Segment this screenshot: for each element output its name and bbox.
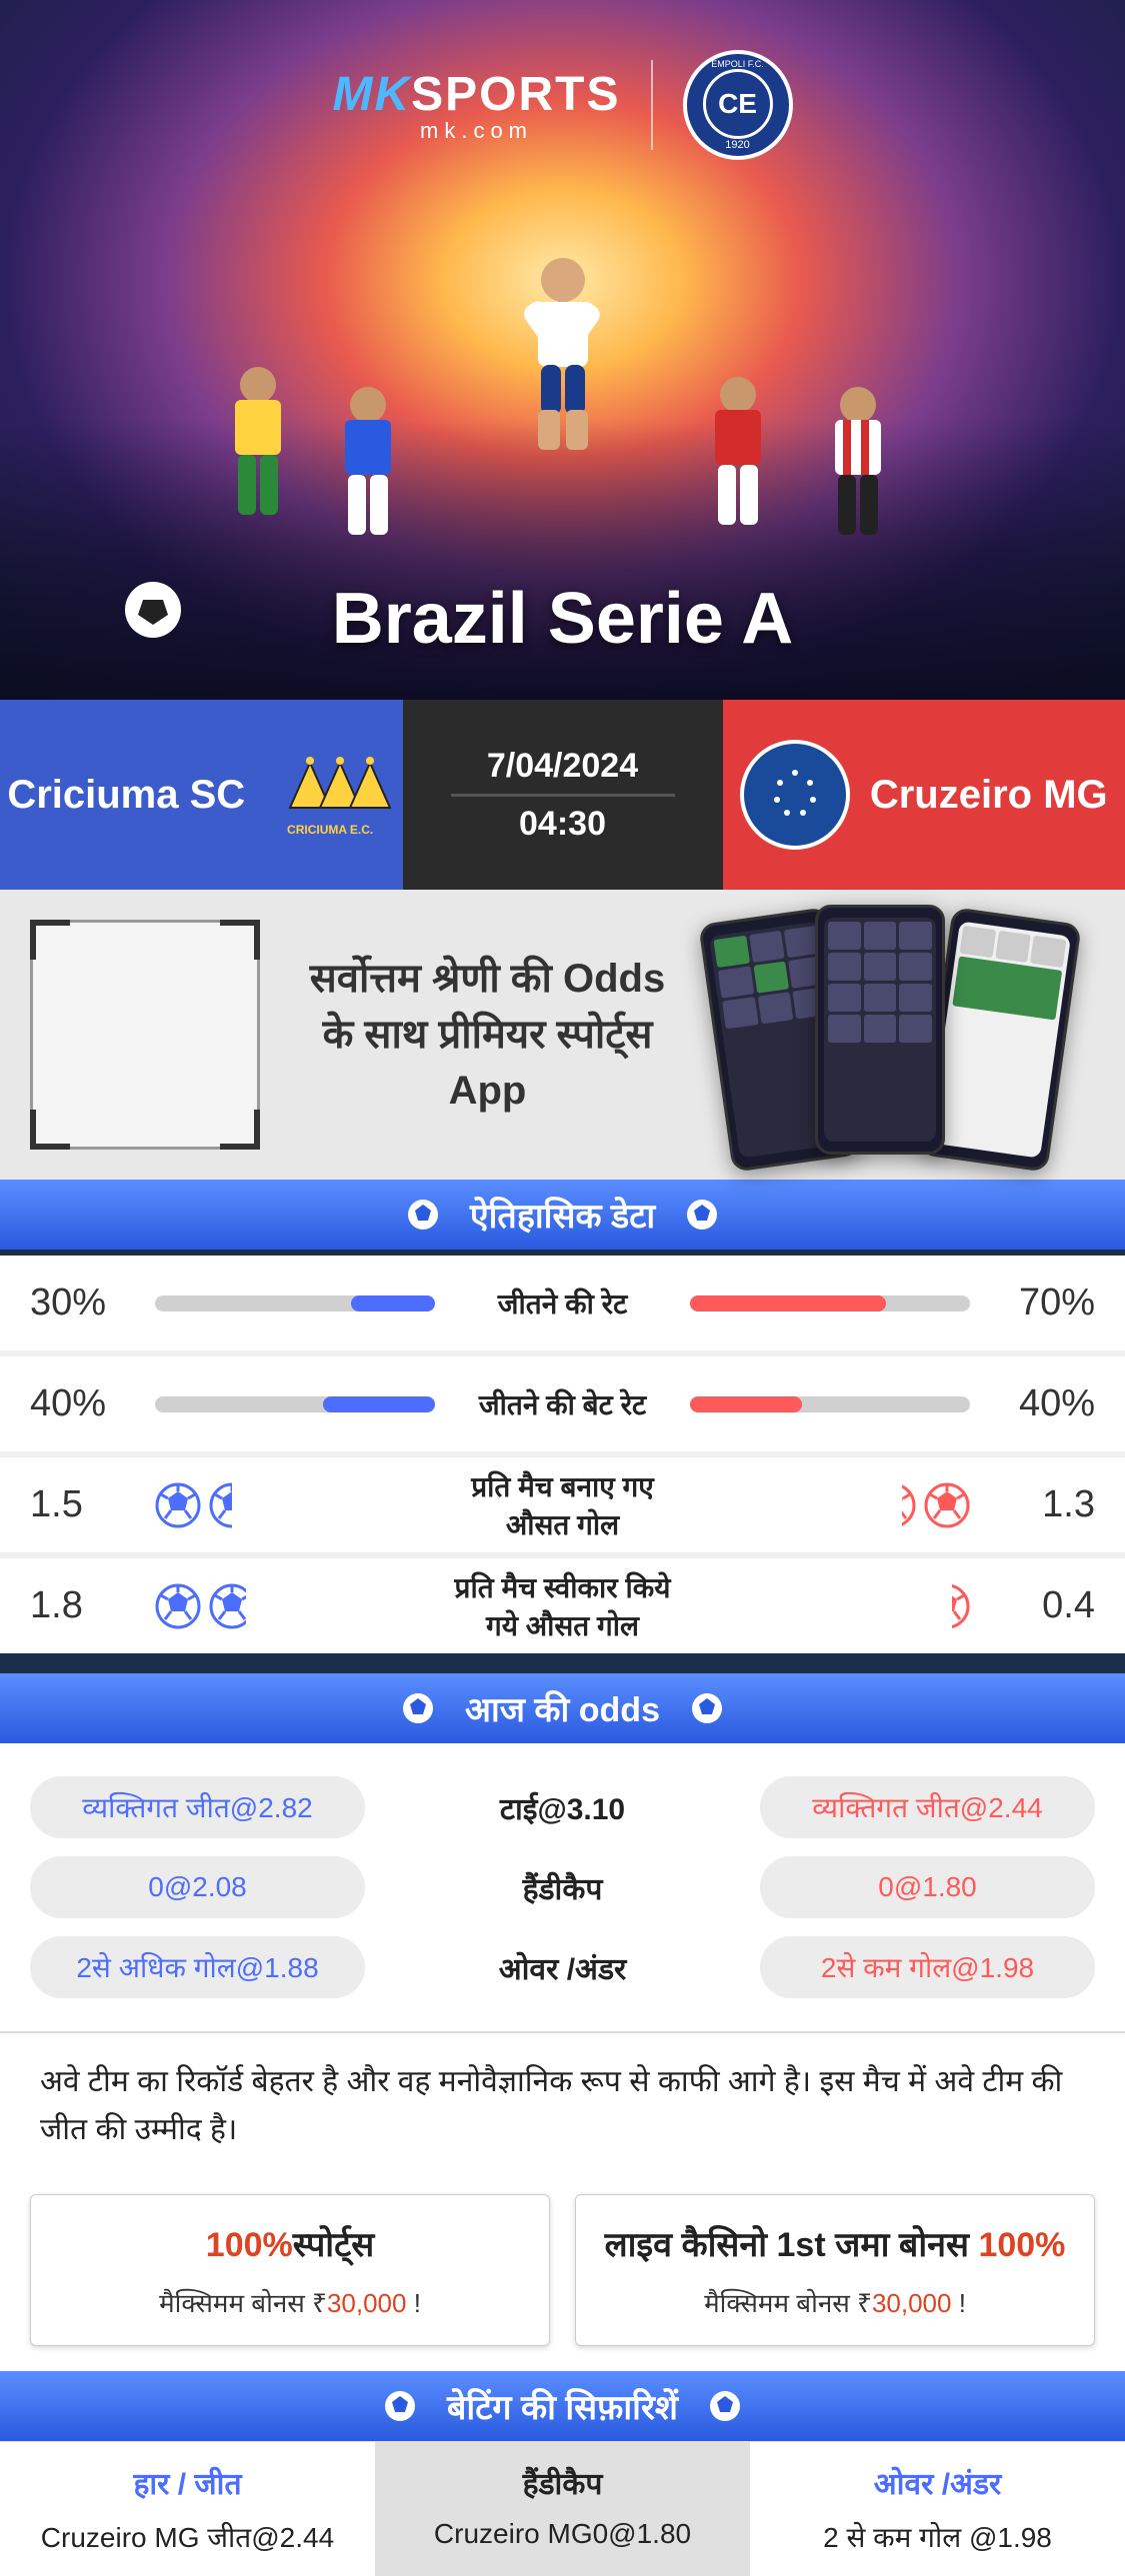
partner-crest: EMPOLI F.C. CE 1920 bbox=[683, 50, 793, 160]
league-title: Brazil Serie A bbox=[332, 578, 794, 660]
crest-letters: CE bbox=[703, 69, 773, 139]
promo-line2: के साथ प्रीमियर स्पोर्ट्स App bbox=[290, 1007, 685, 1119]
stat-row: 30% जीतने की रेट 70% bbox=[0, 1256, 1125, 1350]
rec-col[interactable]: ओवर /अंडर 2 से कम गोल @1.98 bbox=[750, 2442, 1125, 2576]
bonus-sub: मैक्सिमम बोनस ₹30,000 ! bbox=[591, 2284, 1079, 2320]
rec-head: हैंडीकैप bbox=[385, 2462, 740, 2503]
rec-head: ओवर /अंडर bbox=[760, 2462, 1115, 2503]
brand-prefix: MK bbox=[332, 68, 411, 121]
stat-home-balls bbox=[155, 1482, 435, 1528]
odds-home-chip[interactable]: 0@2.08 bbox=[30, 1856, 365, 1918]
ball-icon bbox=[690, 1691, 724, 1725]
odds-home-chip[interactable]: 2से अधिक गोल@1.88 bbox=[30, 1936, 365, 1998]
stat-row: 40% जीतने की बेट रेट 40% bbox=[0, 1356, 1125, 1451]
crest-year: 1920 bbox=[725, 139, 749, 151]
odds-home-chip[interactable]: व्यक्तिगत जीत@2.82 bbox=[30, 1776, 365, 1838]
ball-icon bbox=[401, 1691, 435, 1725]
bonus-card-casino[interactable]: लाइव कैसिनो 1st जमा बोनस 100% मैक्सिमम ब… bbox=[575, 2194, 1095, 2346]
odds-away-chip[interactable]: व्यक्तिगत जीत@2.44 bbox=[760, 1776, 1095, 1838]
qr-code[interactable] bbox=[30, 920, 260, 1150]
stat-away-bar bbox=[690, 1396, 970, 1412]
stat-row: 1.5 प्रति मैच बनाए गए औसत गोल 1.3 bbox=[0, 1457, 1125, 1552]
odds-away-chip[interactable]: 0@1.80 bbox=[760, 1856, 1095, 1918]
stat-label: जीतने की बेट रेट bbox=[450, 1385, 675, 1423]
stat-home-val: 40% bbox=[30, 1382, 140, 1425]
match-time: 04:30 bbox=[451, 794, 675, 852]
odds-away-chip[interactable]: 2से कम गोल@1.98 bbox=[760, 1936, 1095, 1998]
hero-banner: MKSPORTS mk.com EMPOLI F.C. CE 1920 Braz… bbox=[0, 0, 1125, 700]
odds-label: ओवर /अंडर bbox=[395, 1947, 730, 1988]
stat-away-val: 40% bbox=[985, 1382, 1095, 1425]
stat-away-balls bbox=[690, 1583, 970, 1629]
rec-col[interactable]: हैंडीकैप Cruzeiro MG0@1.80 bbox=[375, 2442, 750, 2576]
brand-logo: MKSPORTS mk.com bbox=[332, 67, 620, 144]
home-side: Criciuma SC CRICIUMA E.C. bbox=[0, 700, 403, 890]
section-title-odds: आज की odds bbox=[465, 1685, 660, 1731]
stat-away-val: 1.3 bbox=[985, 1483, 1095, 1526]
match-date: 7/04/2024 bbox=[487, 739, 638, 794]
odds-label: हैंडीकैप bbox=[395, 1867, 730, 1908]
section-header-historical: ऐतिहासिक डेटा bbox=[0, 1180, 1125, 1250]
rec-val: Cruzeiro MG0@1.80 bbox=[385, 2518, 740, 2550]
stat-label: जीतने की रेट bbox=[450, 1285, 675, 1322]
match-center: 7/04/2024 04:30 bbox=[403, 700, 723, 890]
rec-head: हार / जीत bbox=[10, 2462, 365, 2503]
crest-top-text: EMPOLI F.C. bbox=[711, 59, 764, 69]
stat-away-val: 70% bbox=[985, 1282, 1095, 1324]
odds-row: 2से अधिक गोल@1.88 ओवर /अंडर 2से कम गोल@1… bbox=[30, 1936, 1095, 1998]
home-logo-label: CRICIUMA E.C. bbox=[287, 823, 373, 837]
stat-label: प्रति मैच बनाए गए औसत गोल bbox=[450, 1467, 675, 1543]
brand-name: MKSPORTS bbox=[332, 67, 620, 122]
stat-home-bar bbox=[155, 1295, 435, 1311]
bonus-title: 100%स्पोर्ट्स bbox=[46, 2220, 534, 2266]
promo-banner[interactable]: सर्वोत्तम श्रेणी की Odds के साथ प्रीमियर… bbox=[0, 890, 1125, 1180]
recs-row: हार / जीत Cruzeiro MG जीत@2.44 हैंडीकैप … bbox=[0, 2441, 1125, 2576]
promo-text: सर्वोत्तम श्रेणी की Odds के साथ प्रीमियर… bbox=[290, 951, 685, 1119]
away-side: Cruzeiro MG bbox=[723, 700, 1125, 890]
stats-block: 30% जीतने की रेट 70% 40% जीतने की बेट रे… bbox=[0, 1256, 1125, 1653]
away-crest-icon bbox=[755, 755, 835, 835]
home-crest-icon bbox=[265, 753, 395, 823]
ball-icon bbox=[708, 2389, 742, 2423]
odds-label: टाई@3.10 bbox=[395, 1787, 730, 1828]
bonus-card-sports[interactable]: 100%स्पोर्ट्स मैक्सिमम बोनस ₹30,000 ! bbox=[30, 2194, 550, 2346]
stat-home-val: 1.5 bbox=[30, 1483, 140, 1526]
ball-icon bbox=[685, 1198, 719, 1232]
stat-away-bar bbox=[690, 1295, 970, 1311]
stat-row: 1.8 प्रति मैच स्वीकार किये गये औसत गोल 0… bbox=[0, 1558, 1125, 1653]
section-title-historical: ऐतिहासिक डेटा bbox=[470, 1192, 655, 1238]
section-title-recs: बेटिंग की सिफ़ारिशें bbox=[447, 2383, 678, 2429]
away-team-logo bbox=[740, 740, 850, 850]
section-header-recs: बेटिंग की सिफ़ारिशें bbox=[0, 2371, 1125, 2441]
rec-val: Cruzeiro MG जीत@2.44 bbox=[10, 2518, 365, 2556]
brand-main: SPORTS bbox=[411, 68, 620, 121]
section-header-odds: आज की odds bbox=[0, 1673, 1125, 1743]
brand-divider bbox=[651, 60, 653, 150]
stat-home-balls bbox=[155, 1583, 435, 1629]
stat-home-bar bbox=[155, 1396, 435, 1412]
bonus-title: लाइव कैसिनो 1st जमा बोनस 100% bbox=[591, 2220, 1079, 2266]
odds-block: व्यक्तिगत जीत@2.82 टाई@3.10 व्यक्तिगत जी… bbox=[0, 1743, 1125, 2031]
brand-bar: MKSPORTS mk.com EMPOLI F.C. CE 1920 bbox=[332, 50, 792, 160]
stat-label: प्रति मैच स्वीकार किये गये औसत गोल bbox=[450, 1568, 675, 1644]
ball-icon bbox=[383, 2389, 417, 2423]
promo-line1: सर्वोत्तम श्रेणी की Odds bbox=[290, 951, 685, 1007]
odds-row: व्यक्तिगत जीत@2.82 टाई@3.10 व्यक्तिगत जी… bbox=[30, 1776, 1095, 1838]
bonus-cards: 100%स्पोर्ट्स मैक्सिमम बोनस ₹30,000 ! ला… bbox=[0, 2179, 1125, 2371]
home-team-name: Criciuma SC bbox=[7, 773, 245, 818]
stat-away-balls bbox=[690, 1482, 970, 1528]
ball-icon bbox=[406, 1198, 440, 1232]
bonus-sub: मैक्सिमम बोनस ₹30,000 ! bbox=[46, 2284, 534, 2320]
stat-home-val: 30% bbox=[30, 1282, 140, 1324]
analysis-text: अवे टीम का रिकॉर्ड बेहतर है और वह मनोवैज… bbox=[0, 2031, 1125, 2179]
stat-away-val: 0.4 bbox=[985, 1584, 1095, 1627]
home-team-logo: CRICIUMA E.C. bbox=[265, 750, 395, 840]
away-team-name: Cruzeiro MG bbox=[870, 773, 1108, 818]
phone-mockups bbox=[715, 905, 1095, 1165]
odds-row: 0@2.08 हैंडीकैप 0@1.80 bbox=[30, 1856, 1095, 1918]
match-bar: Criciuma SC CRICIUMA E.C. 7/04/2024 04:3… bbox=[0, 700, 1125, 890]
rec-col[interactable]: हार / जीत Cruzeiro MG जीत@2.44 bbox=[0, 2442, 375, 2576]
stat-home-val: 1.8 bbox=[30, 1584, 140, 1627]
rec-val: 2 से कम गोल @1.98 bbox=[760, 2518, 1115, 2556]
